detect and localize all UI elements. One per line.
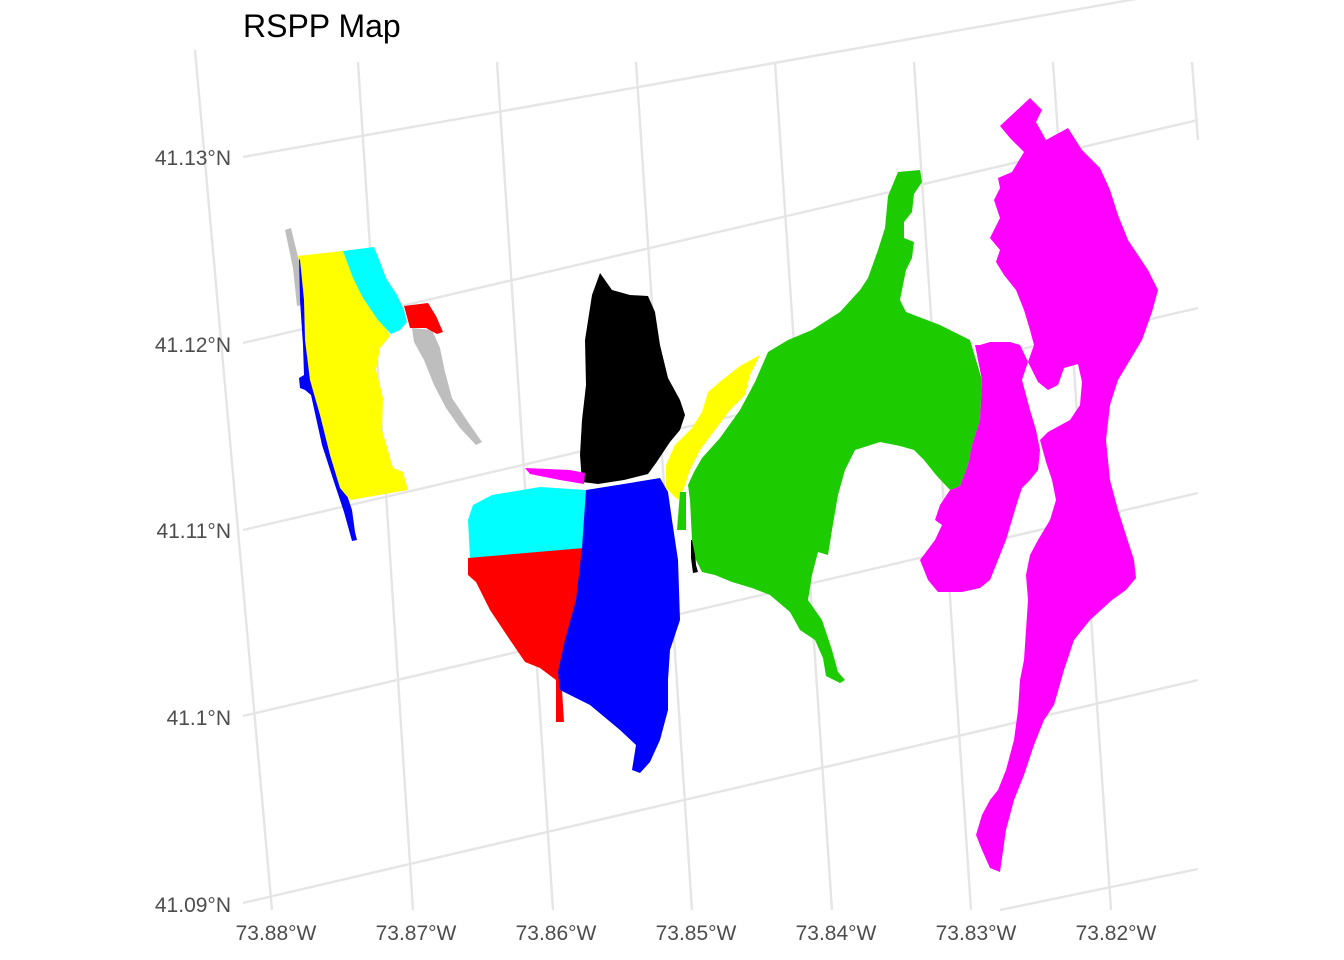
lat-tick-label: 41.11°N (156, 520, 231, 543)
lon-tick-label: 73.86°W (516, 922, 597, 945)
parcel-gray-west (285, 228, 302, 306)
lat-tick-label: 41.1°N (167, 707, 231, 730)
parcel-green-stub (677, 492, 686, 530)
parcel-yellow-west (297, 251, 408, 500)
parcel-magenta-sliver (525, 468, 585, 484)
parcel-black (580, 273, 685, 484)
parcel-red-west (404, 303, 443, 334)
lon-tick-label: 73.84°W (796, 922, 877, 945)
lon-tick-label: 73.85°W (656, 922, 737, 945)
lon-gridline (1190, 61, 1200, 141)
lat-tick-label: 41.09°N (155, 894, 231, 917)
lat-tick-label: 41.13°N (155, 147, 231, 170)
lon-axis-labels: 73.88°W 73.87°W 73.86°W 73.85°W 73.84°W … (236, 922, 1157, 945)
map-title: RSPP Map (243, 8, 401, 44)
lat-gridline (999, 867, 1199, 912)
lon-tick-label: 73.87°W (376, 922, 457, 945)
lat-axis-labels: 41.13°N 41.12°N 41.11°N 41.1°N 41.09°N (155, 147, 231, 917)
lon-gridline (495, 61, 555, 911)
parcel-yellow-central (666, 355, 760, 500)
lon-tick-label: 73.82°W (1076, 922, 1157, 945)
parcel-green (688, 170, 982, 683)
parcel-blue-strip (299, 258, 357, 541)
parcel-magenta-east (920, 98, 1158, 872)
lon-tick-label: 73.88°W (236, 922, 317, 945)
parcel-blue-central (558, 478, 680, 773)
parcel-red-central (468, 548, 584, 722)
lat-gridline (242, 491, 1199, 718)
parcel-black-sliver (691, 540, 698, 573)
parcel-cyan-west (343, 247, 407, 334)
lon-gridline (193, 49, 274, 911)
lat-gridline (242, 0, 1138, 159)
lon-gridline (912, 61, 973, 911)
lat-tick-label: 41.12°N (155, 334, 231, 357)
lon-tick-label: 73.83°W (936, 922, 1017, 945)
parcel-cyan-central (468, 487, 586, 558)
lat-gridline (242, 678, 1199, 905)
parcel-gray-east (412, 328, 482, 445)
